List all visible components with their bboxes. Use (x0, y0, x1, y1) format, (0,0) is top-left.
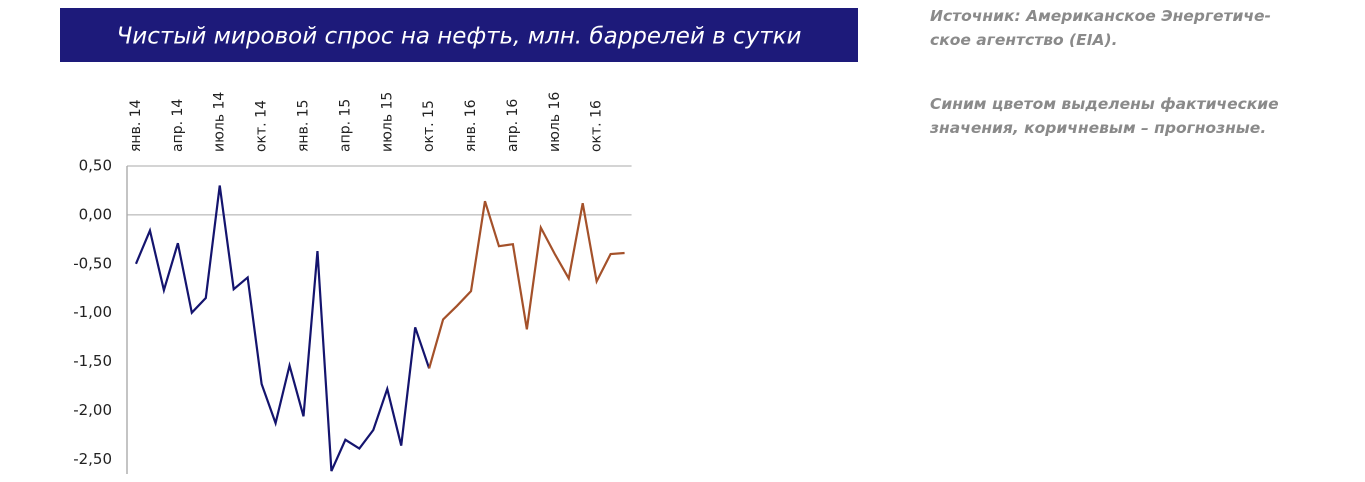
y-tick-label: -1,50 (73, 352, 112, 370)
x-tick-label: янв. 16 (463, 99, 479, 152)
x-tick-label: июль 15 (379, 92, 395, 152)
note-line: Источник: Американское Энергетиче- (930, 7, 1271, 25)
y-tick-label: 0,00 (79, 205, 112, 223)
data-line (428, 200, 625, 369)
x-tick-label: окт. 15 (421, 100, 437, 152)
note: Источник: Американское Энергетиче-ское а… (930, 4, 1271, 52)
x-tick-label: июль 16 (547, 92, 563, 152)
y-tick-label: -0,50 (73, 254, 112, 272)
data-line (134, 185, 431, 472)
x-tick-label: июль 14 (212, 92, 228, 152)
chart: Чистый мировой спрос на нефть, млн. барр… (60, 8, 858, 474)
y-tick-label: -2,50 (73, 450, 112, 468)
note-line: Синим цветом выделены фактические (930, 95, 1279, 113)
y-tick-label: -1,00 (73, 303, 112, 321)
note: Синим цветом выделены фактические значени… (930, 92, 1279, 140)
x-tick-label: апр. 15 (337, 99, 353, 152)
x-tick-label: окт. 16 (589, 100, 605, 152)
x-tick-label: янв. 15 (296, 99, 312, 152)
x-tick-label: апр. 16 (505, 99, 521, 152)
x-tick-label: окт. 14 (254, 100, 270, 152)
x-tick-label: апр. 14 (170, 99, 186, 152)
note-line: значения, коричневым – прогнозные. (930, 119, 1267, 137)
chart-title: Чистый мировой спрос на нефть, млн. барр… (116, 24, 801, 50)
note-line: ское агентство (EIA). (930, 31, 1118, 49)
y-tick-label: -2,00 (73, 401, 112, 419)
title-banner (60, 8, 858, 62)
x-tick-label: янв. 14 (128, 99, 144, 152)
y-tick-label: 0,50 (79, 157, 112, 175)
